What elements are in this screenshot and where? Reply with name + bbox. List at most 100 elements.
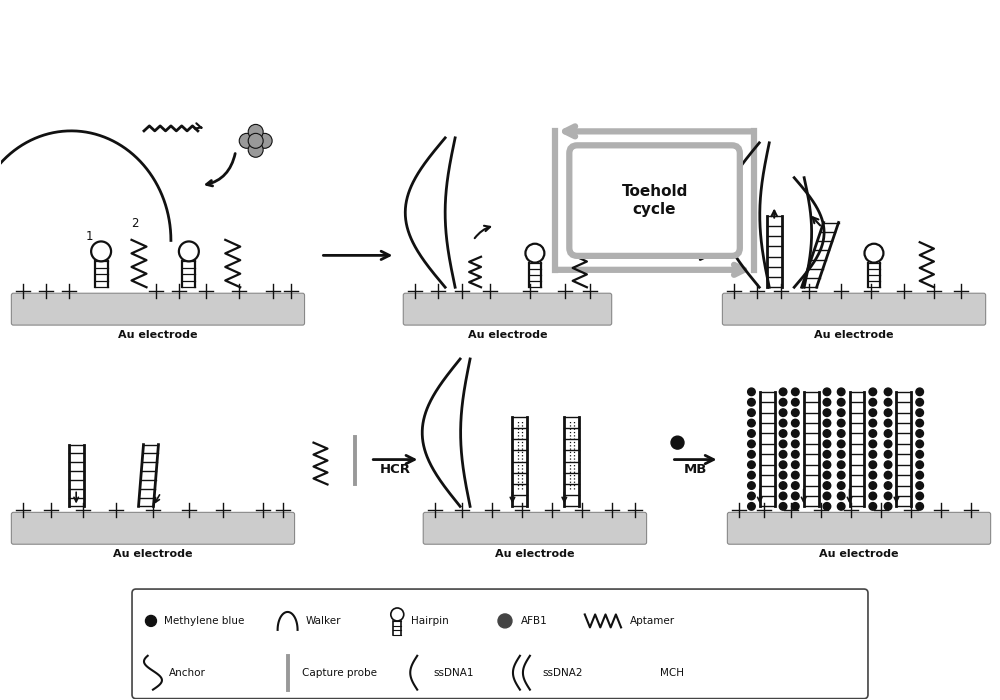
Circle shape <box>884 388 892 395</box>
Text: Methylene blue: Methylene blue <box>164 616 244 626</box>
Circle shape <box>837 398 845 406</box>
Circle shape <box>884 419 892 427</box>
Text: HCR: HCR <box>380 463 411 475</box>
Circle shape <box>823 398 831 406</box>
Circle shape <box>792 461 799 468</box>
Text: Capture probe: Capture probe <box>302 668 377 678</box>
Circle shape <box>869 503 877 510</box>
FancyBboxPatch shape <box>722 293 986 325</box>
Circle shape <box>823 440 831 448</box>
Circle shape <box>145 615 156 626</box>
Circle shape <box>884 492 892 500</box>
Circle shape <box>792 482 799 489</box>
Circle shape <box>823 419 831 427</box>
Circle shape <box>748 503 755 510</box>
Circle shape <box>498 614 512 628</box>
Circle shape <box>869 430 877 438</box>
Circle shape <box>837 430 845 438</box>
Circle shape <box>823 430 831 438</box>
Circle shape <box>792 409 799 416</box>
Circle shape <box>869 440 877 448</box>
Circle shape <box>823 461 831 468</box>
Text: Toehold
cycle: Toehold cycle <box>621 184 688 217</box>
Circle shape <box>837 388 845 395</box>
Circle shape <box>869 471 877 479</box>
Circle shape <box>748 388 755 395</box>
Circle shape <box>792 451 799 458</box>
Circle shape <box>869 492 877 500</box>
Text: Anchor: Anchor <box>169 668 206 678</box>
Circle shape <box>823 482 831 489</box>
Circle shape <box>779 430 787 438</box>
Circle shape <box>884 440 892 448</box>
Circle shape <box>248 142 263 158</box>
Circle shape <box>239 134 254 148</box>
Text: 1: 1 <box>86 230 94 244</box>
FancyBboxPatch shape <box>11 293 305 325</box>
Circle shape <box>916 430 923 438</box>
Text: Au electrode: Au electrode <box>468 330 547 340</box>
Circle shape <box>792 388 799 395</box>
Circle shape <box>792 440 799 448</box>
Circle shape <box>748 440 755 448</box>
Circle shape <box>779 398 787 406</box>
Circle shape <box>837 461 845 468</box>
Circle shape <box>823 451 831 458</box>
Circle shape <box>916 419 923 427</box>
Circle shape <box>779 440 787 448</box>
Circle shape <box>792 419 799 427</box>
Circle shape <box>916 409 923 416</box>
Circle shape <box>823 409 831 416</box>
Circle shape <box>869 419 877 427</box>
Circle shape <box>884 471 892 479</box>
Text: Au electrode: Au electrode <box>118 330 198 340</box>
Circle shape <box>748 471 755 479</box>
Circle shape <box>884 430 892 438</box>
Circle shape <box>884 461 892 468</box>
Circle shape <box>748 419 755 427</box>
Circle shape <box>837 409 845 416</box>
Circle shape <box>748 398 755 406</box>
Circle shape <box>837 471 845 479</box>
Circle shape <box>792 471 799 479</box>
Circle shape <box>916 503 923 510</box>
Circle shape <box>837 419 845 427</box>
Circle shape <box>916 388 923 395</box>
FancyBboxPatch shape <box>11 512 295 544</box>
Circle shape <box>248 125 263 139</box>
Circle shape <box>837 503 845 510</box>
Circle shape <box>779 419 787 427</box>
Circle shape <box>837 482 845 489</box>
Circle shape <box>869 451 877 458</box>
Circle shape <box>916 461 923 468</box>
Circle shape <box>779 388 787 395</box>
Circle shape <box>916 440 923 448</box>
Text: AFB1: AFB1 <box>521 616 548 626</box>
Circle shape <box>869 409 877 416</box>
Text: 2: 2 <box>131 218 139 230</box>
Circle shape <box>869 482 877 489</box>
Circle shape <box>792 430 799 438</box>
Circle shape <box>779 451 787 458</box>
FancyBboxPatch shape <box>727 512 991 544</box>
Circle shape <box>748 409 755 416</box>
Circle shape <box>884 503 892 510</box>
Text: Aptamer: Aptamer <box>630 616 675 626</box>
Circle shape <box>823 503 831 510</box>
Circle shape <box>837 451 845 458</box>
Circle shape <box>792 398 799 406</box>
Text: Au electrode: Au electrode <box>113 550 193 559</box>
Text: Au electrode: Au electrode <box>819 550 899 559</box>
Circle shape <box>837 440 845 448</box>
Circle shape <box>671 436 684 449</box>
Circle shape <box>916 471 923 479</box>
Circle shape <box>884 482 892 489</box>
Text: Au electrode: Au electrode <box>495 550 575 559</box>
Text: ssDNA1: ssDNA1 <box>433 668 474 678</box>
Circle shape <box>916 492 923 500</box>
FancyBboxPatch shape <box>423 512 647 544</box>
Circle shape <box>248 134 263 148</box>
Circle shape <box>837 492 845 500</box>
Circle shape <box>823 471 831 479</box>
Text: ssDNA2: ssDNA2 <box>543 668 583 678</box>
